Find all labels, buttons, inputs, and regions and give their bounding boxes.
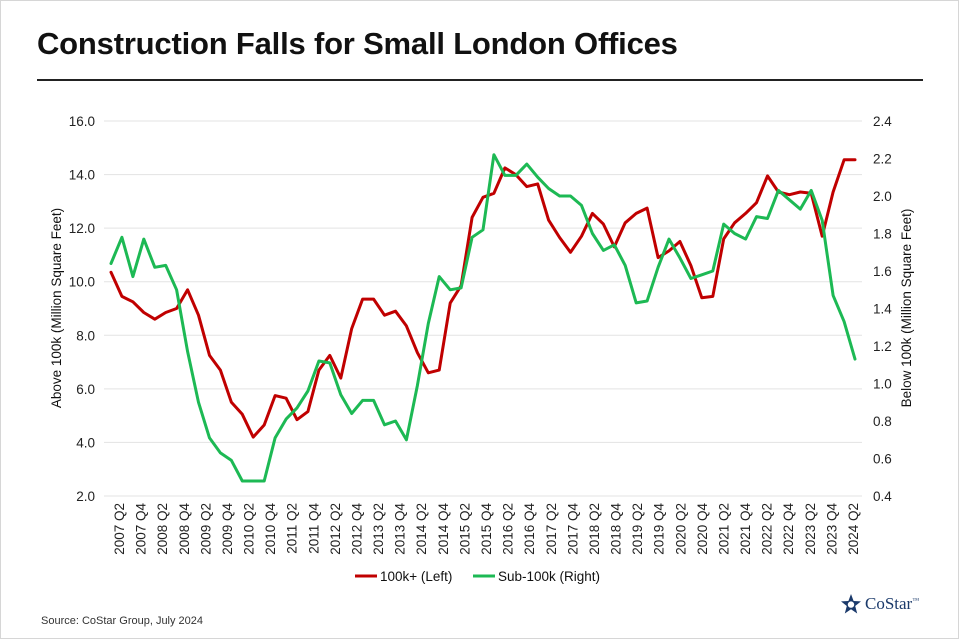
x-tick-label: 2010 Q4 [263,503,278,555]
x-tick-label: 2008 Q4 [177,503,192,555]
x-tick-label: 2009 Q2 [198,503,213,555]
source-note: Source: CoStar Group, July 2024 [41,615,204,627]
series-lines [109,153,857,483]
x-tick-label: 2020 Q4 [695,503,710,555]
x-tick-label: 2010 Q2 [242,503,257,555]
x-tick-label: 2013 Q4 [393,503,408,555]
legend: 100k+ (Left) Sub-100k (Right) [355,569,600,584]
right-tick-label: 2.4 [873,114,892,129]
left-tick-label: 14.0 [69,168,95,183]
costar-star-icon [841,594,861,614]
right-tick-label: 2.0 [873,189,892,204]
left-tick-label: 10.0 [69,275,95,290]
left-axis-title: Above 100k (Million Square Feet) [49,208,64,408]
title-divider [37,79,923,81]
x-tick-label: 2007 Q2 [112,503,127,555]
legend-label-sub100k: Sub-100k (Right) [498,569,600,584]
left-axis-ticks: 2.0 4.0 6.0 8.0 10.0 12.0 14.0 16.0 [69,114,95,504]
costar-wordmark: CoStar™ [865,594,920,613]
x-tick-label: 2020 Q2 [673,503,688,555]
right-tick-label: 2.2 [873,152,892,167]
x-tick-label: 2019 Q4 [652,503,667,555]
x-tick-label: 2011 Q4 [306,503,321,554]
right-tick-label: 1.4 [873,302,892,317]
costar-logo: CoStar™ [840,593,919,615]
series-line-100k [109,158,857,439]
right-axis-title: Below 100k (Million Square Feet) [899,209,914,408]
x-tick-label: 2007 Q4 [134,503,149,555]
x-tick-label: 2014 Q2 [414,503,429,555]
x-tick-label: 2017 Q2 [544,503,559,555]
x-tick-label: 2023 Q4 [824,503,839,555]
left-tick-label: 16.0 [69,114,95,129]
legend-label-100k: 100k+ (Left) [380,569,452,584]
x-tick-label: 2014 Q4 [436,503,451,555]
x-axis-ticks: 2007 Q2 2007 Q4 2008 Q2 2008 Q4 2009 Q2 2009 … [112,503,861,555]
right-tick-label: 0.6 [873,452,892,467]
x-tick-label: 2012 Q2 [328,503,343,555]
x-tick-label: 2011 Q2 [285,503,300,554]
x-tick-label: 2009 Q4 [220,503,235,555]
gridlines [104,120,862,497]
x-tick-label: 2013 Q2 [371,503,386,555]
x-tick-label: 2022 Q2 [760,503,775,555]
left-tick-label: 6.0 [76,382,95,397]
chart-title: Construction Falls for Small London Offi… [37,26,678,61]
x-tick-label: 2021 Q2 [716,503,731,555]
left-tick-label: 4.0 [76,435,95,450]
x-tick-label: 2012 Q4 [349,503,364,555]
left-tick-label: 2.0 [76,489,95,504]
x-tick-label: 2016 Q4 [522,503,537,555]
right-tick-label: 0.8 [873,414,892,429]
x-tick-label: 2019 Q2 [630,503,645,555]
right-tick-label: 1.2 [873,339,892,354]
x-tick-label: 2018 Q2 [587,503,602,555]
x-tick-label: 2022 Q4 [781,503,796,555]
right-tick-label: 0.4 [873,489,892,504]
right-tick-label: 1.0 [873,377,892,392]
x-tick-label: 2023 Q2 [803,503,818,555]
right-tick-label: 1.6 [873,264,892,279]
series-line-sub100k [109,153,857,483]
left-tick-label: 12.0 [69,221,95,236]
x-tick-label: 2024 Q2 [846,503,861,555]
right-axis-ticks: 0.4 0.6 0.8 1.0 1.2 1.4 1.6 1.8 2.0 2.2 2.4 [873,114,892,504]
x-tick-label: 2008 Q2 [155,503,170,555]
x-tick-label: 2021 Q4 [738,503,753,555]
right-tick-label: 1.8 [873,227,892,242]
x-tick-label: 2016 Q2 [501,503,516,555]
x-tick-label: 2015 Q2 [457,503,472,555]
x-tick-label: 2017 Q4 [565,503,580,555]
x-tick-label: 2018 Q4 [609,503,624,555]
left-tick-label: 8.0 [76,328,95,343]
x-tick-label: 2015 Q4 [479,503,494,555]
